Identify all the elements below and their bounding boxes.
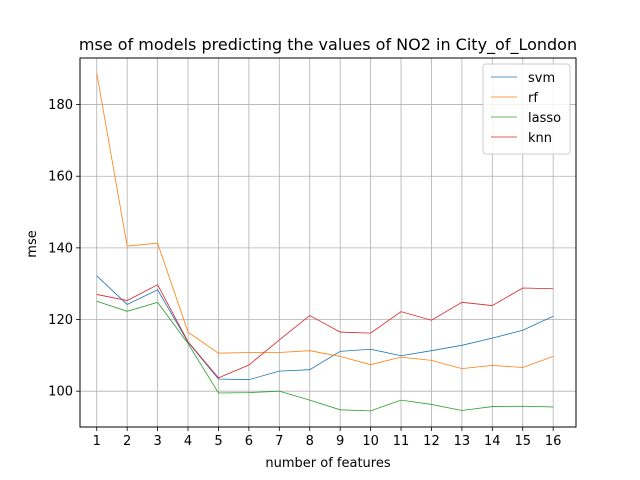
series-line-lasso: [96, 300, 554, 412]
y-axis-label: mse: [25, 230, 40, 257]
legend-label-rf: rf: [528, 91, 538, 106]
x-axis-label: number of features: [265, 456, 390, 471]
x-tick-label: 12: [423, 434, 440, 449]
legend-label-knn: knn: [528, 131, 552, 146]
plot-frame: [79, 57, 577, 428]
x-tick-label: 10: [362, 434, 379, 449]
chart-title: mse of models predicting the values of N…: [79, 35, 577, 55]
y-tick-label: 180: [48, 98, 73, 113]
x-tick-label: 16: [545, 434, 562, 449]
x-tick-label: 2: [123, 434, 131, 449]
x-tick-label: 4: [184, 434, 192, 449]
x-tick-label: 11: [393, 434, 410, 449]
legend-box: [482, 63, 571, 155]
series-line-rf: [96, 72, 554, 370]
legend-label-svm: svm: [528, 71, 555, 86]
x-tick-label: 13: [454, 434, 471, 449]
x-tick-label: 1: [93, 434, 101, 449]
x-tick-label: 8: [306, 434, 314, 449]
x-tick-label: 14: [484, 434, 501, 449]
series-line-knn: [96, 284, 554, 379]
y-axis: 100 120 140 160 180: [48, 98, 80, 400]
y-tick-label: 120: [48, 313, 73, 328]
legend-label-lasso: lasso: [528, 111, 561, 126]
legend: svm rf lasso knn: [482, 63, 571, 155]
x-tick-label: 6: [245, 434, 253, 449]
series-line-svm: [96, 275, 554, 381]
y-tick-label: 100: [48, 385, 73, 400]
x-axis: 1 2 3 4 5 6 7 8 9 10 11 12 13 14 15 16: [93, 427, 562, 449]
y-tick-label: 140: [48, 241, 73, 256]
x-tick-label: 5: [214, 434, 222, 449]
y-tick-label: 160: [48, 170, 73, 185]
x-tick-label: 9: [336, 434, 344, 449]
series-lines: [96, 72, 554, 412]
x-tick-label: 7: [275, 434, 283, 449]
x-tick-label: 3: [153, 434, 161, 449]
x-tick-label: 15: [514, 434, 531, 449]
